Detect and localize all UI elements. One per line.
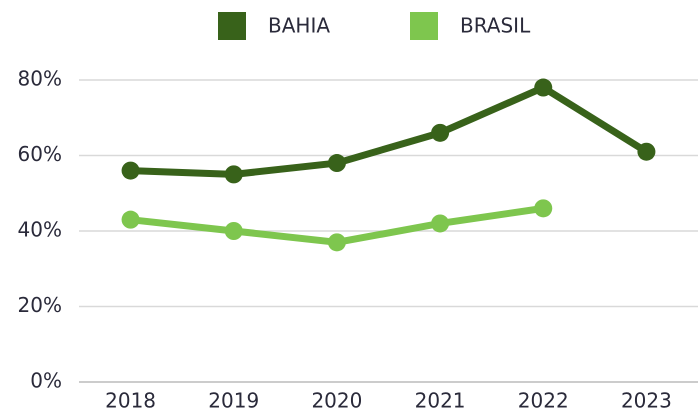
x-tick-label: 2020: [311, 389, 362, 412]
data-point: [431, 123, 450, 142]
data-point: [224, 165, 243, 184]
x-tick-label: 2019: [208, 389, 259, 412]
legend-label: BRASIL: [460, 14, 531, 38]
series-line: [130, 84, 649, 178]
x-tick-label: 2018: [105, 389, 156, 412]
data-point: [121, 161, 140, 180]
data-point: [534, 199, 553, 218]
data-point: [121, 210, 140, 229]
data-point: [327, 233, 346, 252]
legend-swatch: [218, 12, 246, 40]
data-point: [224, 222, 243, 240]
data-point: [431, 214, 450, 233]
y-tick-label: 0%: [30, 369, 62, 393]
x-tick-label: 2021: [415, 389, 466, 412]
y-tick-label: 60%: [18, 142, 62, 166]
y-tick-label: 40%: [18, 218, 62, 242]
y-tick-label: 80%: [18, 67, 62, 91]
x-tick-label: 2022: [518, 389, 569, 412]
data-point: [327, 154, 346, 173]
x-tick-label: 2023: [621, 389, 672, 412]
data-point: [637, 142, 656, 161]
data-point: [534, 78, 553, 97]
legend-swatch: [410, 12, 438, 40]
legend-label: BAHIA: [268, 14, 330, 38]
y-tick-label: 20%: [18, 293, 62, 317]
